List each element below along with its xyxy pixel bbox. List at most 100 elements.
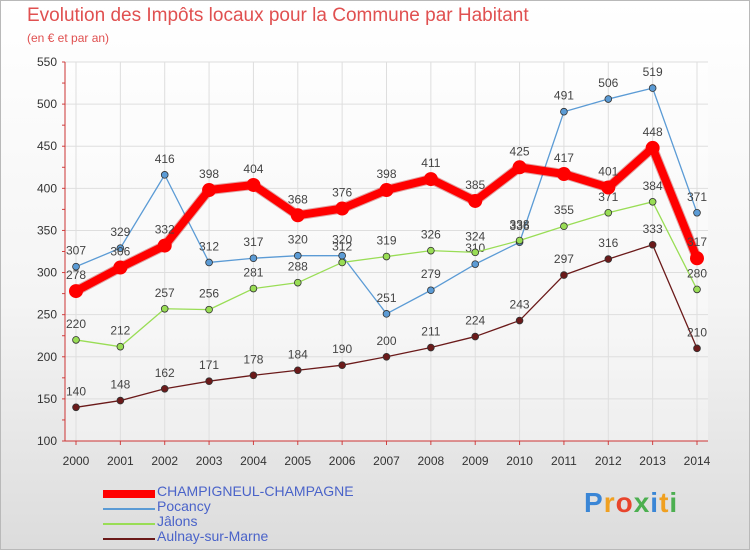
data-point — [205, 305, 213, 314]
data-point — [648, 240, 657, 249]
data-label: 417 — [554, 151, 574, 165]
data-point — [512, 160, 527, 175]
logo-letter: o — [615, 487, 634, 518]
data-label: 371 — [598, 190, 618, 204]
y-tick-label: 150 — [37, 392, 57, 406]
chart-subtitle: (en € et par an) — [27, 31, 110, 45]
data-label: 256 — [199, 287, 219, 301]
data-point — [160, 384, 169, 393]
data-point — [249, 371, 258, 380]
data-point — [338, 361, 346, 370]
data-point — [604, 95, 613, 103]
legend-label: CHAMPIGNEUL-CHAMPAGNE — [157, 483, 354, 499]
x-tick-label: 2010 — [506, 454, 533, 468]
data-label: 148 — [110, 378, 130, 392]
y-tick-label: 250 — [37, 308, 57, 322]
logo-letter: t — [659, 487, 670, 518]
data-label: 184 — [288, 347, 308, 361]
data-label: 312 — [199, 239, 219, 253]
x-tick-label: 2013 — [639, 454, 666, 468]
y-tick-label: 500 — [37, 97, 57, 111]
data-point — [116, 396, 125, 405]
data-point — [604, 255, 613, 263]
data-point — [246, 177, 261, 192]
data-label: 416 — [155, 152, 175, 166]
data-label: 243 — [510, 298, 530, 312]
data-point — [382, 352, 391, 361]
data-label: 425 — [510, 144, 530, 158]
data-point — [160, 304, 169, 313]
data-point — [379, 183, 394, 198]
data-point — [468, 193, 483, 208]
data-label: 320 — [332, 233, 352, 247]
data-point — [116, 342, 125, 351]
x-tick-label: 2005 — [284, 454, 311, 468]
data-point — [293, 251, 302, 260]
data-label: 312 — [332, 239, 352, 253]
data-point — [471, 248, 480, 257]
data-label: 491 — [554, 89, 574, 103]
data-label: 140 — [66, 384, 86, 398]
chart-title: Evolution des Impôts locaux pour la Comm… — [27, 5, 529, 26]
data-label: 162 — [155, 366, 175, 380]
data-label: 385 — [465, 178, 485, 192]
data-point — [648, 84, 657, 92]
data-label: 178 — [243, 352, 263, 366]
data-point — [157, 238, 172, 253]
data-label: 220 — [66, 317, 86, 331]
data-point — [427, 343, 435, 352]
data-label: 278 — [66, 268, 86, 282]
data-label: 355 — [554, 203, 574, 217]
data-point — [72, 403, 80, 412]
legend-label: Jâlons — [157, 513, 198, 529]
data-label: 211 — [421, 325, 440, 339]
legend-label: Pocancy — [157, 498, 211, 514]
data-point — [72, 262, 80, 271]
y-tick-label: 300 — [37, 266, 57, 280]
data-label: 371 — [687, 190, 707, 204]
data-point — [249, 254, 258, 263]
data-label: 257 — [155, 286, 175, 300]
x-tick-label: 2001 — [107, 454, 134, 468]
x-tick-label: 2004 — [240, 454, 267, 468]
data-point — [72, 336, 80, 344]
logo-letter: x — [633, 487, 651, 518]
data-point — [560, 107, 568, 116]
data-point — [249, 284, 258, 293]
y-tick-label: 200 — [37, 350, 57, 364]
data-point — [515, 316, 524, 325]
data-label: 316 — [598, 236, 618, 250]
data-label: 326 — [421, 228, 441, 242]
data-point — [471, 260, 480, 268]
data-point — [427, 286, 435, 295]
x-tick-label: 2007 — [373, 454, 400, 468]
data-point — [693, 285, 701, 294]
data-label: 279 — [421, 267, 441, 281]
data-point — [290, 208, 305, 223]
data-label: 333 — [643, 222, 663, 236]
x-tick-label: 2003 — [196, 454, 223, 468]
data-label: 320 — [288, 233, 308, 247]
logo-letter: i — [650, 487, 660, 518]
data-label: 306 — [110, 245, 130, 259]
data-label: 376 — [332, 186, 352, 200]
data-label: 251 — [376, 291, 396, 305]
data-point — [293, 278, 302, 287]
data-point — [202, 183, 217, 198]
data-label: 401 — [598, 164, 618, 178]
data-label: 171 — [199, 358, 219, 372]
data-point — [645, 140, 660, 155]
data-point — [693, 344, 701, 353]
x-tick-label: 2014 — [684, 454, 711, 468]
data-label: 307 — [66, 244, 86, 258]
data-point — [69, 284, 83, 299]
data-point — [205, 377, 213, 386]
data-label: 338 — [510, 218, 530, 232]
legend-swatch — [103, 508, 155, 510]
y-tick-label: 350 — [37, 223, 57, 237]
y-tick-label: 400 — [37, 181, 57, 195]
logo-letter: P — [584, 487, 604, 518]
data-point — [338, 258, 346, 267]
data-point — [690, 251, 704, 266]
